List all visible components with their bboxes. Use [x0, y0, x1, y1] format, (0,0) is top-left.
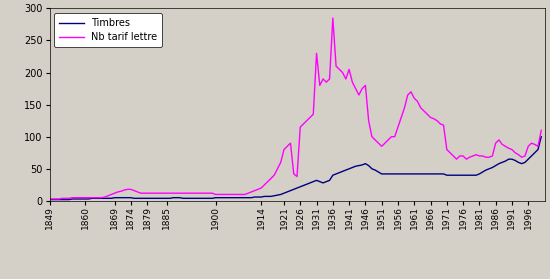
Timbres — [63, 198, 69, 201]
Line: Timbres: Timbres — [50, 137, 541, 199]
Timbres — [46, 198, 53, 201]
Nb tarif lettre — [46, 197, 53, 201]
Timbres — [170, 196, 177, 199]
Nb tarif lettre — [63, 197, 69, 200]
Timbres — [365, 164, 372, 167]
Timbres — [121, 196, 128, 199]
Nb tarif lettre — [538, 129, 544, 132]
Line: Nb tarif lettre: Nb tarif lettre — [50, 18, 541, 199]
Legend: Timbres, Nb tarif lettre: Timbres, Nb tarif lettre — [54, 13, 162, 47]
Nb tarif lettre — [216, 193, 222, 196]
Nb tarif lettre — [170, 191, 177, 195]
Nb tarif lettre — [378, 145, 385, 148]
Timbres — [375, 170, 382, 174]
Timbres — [216, 196, 222, 199]
Timbres — [538, 135, 544, 138]
Nb tarif lettre — [329, 16, 336, 20]
Nb tarif lettre — [121, 188, 128, 192]
Nb tarif lettre — [368, 135, 375, 138]
